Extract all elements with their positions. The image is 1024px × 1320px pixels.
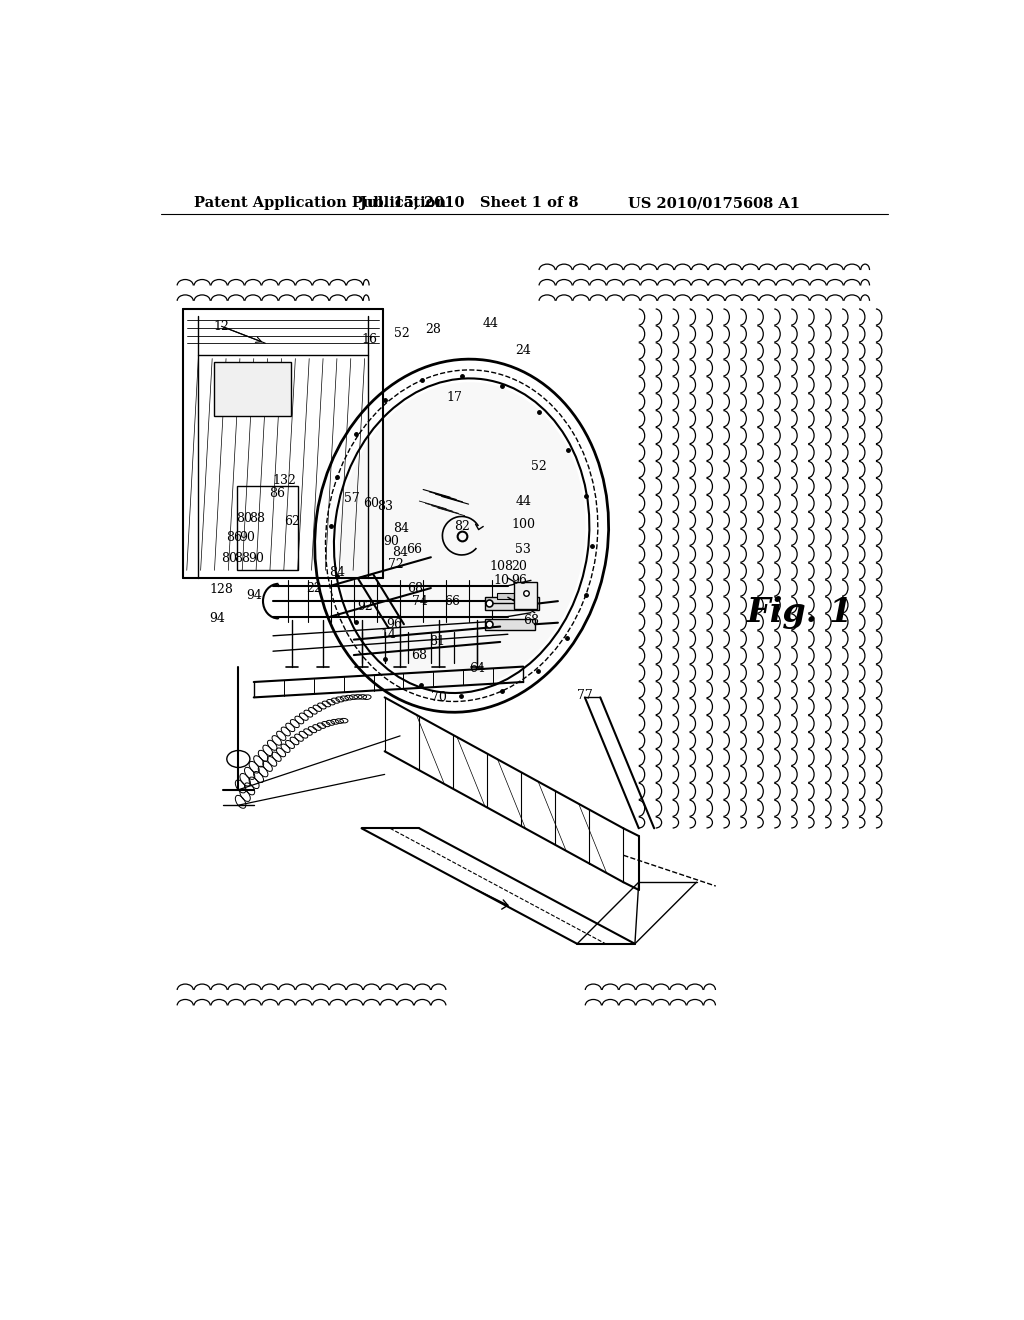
Text: 10: 10 — [494, 574, 510, 587]
Text: 90: 90 — [248, 552, 264, 565]
Text: 44: 44 — [515, 495, 531, 508]
Text: 66: 66 — [444, 594, 461, 607]
Text: 68: 68 — [412, 648, 427, 661]
Text: 100: 100 — [511, 517, 536, 531]
Text: 16: 16 — [361, 333, 377, 346]
Text: 52: 52 — [393, 327, 410, 341]
Text: 81: 81 — [429, 635, 445, 648]
Text: 72: 72 — [388, 558, 404, 572]
Text: Jul. 15, 2010   Sheet 1 of 8: Jul. 15, 2010 Sheet 1 of 8 — [360, 197, 579, 210]
Text: 132: 132 — [272, 474, 297, 487]
Text: 83: 83 — [377, 500, 392, 513]
Text: 62: 62 — [285, 515, 300, 528]
Text: 70: 70 — [431, 690, 446, 704]
Text: 88: 88 — [234, 552, 250, 565]
Text: 80: 80 — [237, 512, 253, 525]
Text: 74: 74 — [412, 594, 428, 607]
Text: 94: 94 — [246, 589, 262, 602]
Text: 84: 84 — [329, 566, 345, 579]
Text: 90: 90 — [383, 536, 398, 548]
Bar — [484, 619, 535, 630]
Text: 92: 92 — [357, 601, 374, 612]
Bar — [514, 582, 538, 609]
Text: Fig. 1: Fig. 1 — [746, 597, 853, 630]
Text: 88: 88 — [250, 512, 265, 525]
Text: 20: 20 — [511, 560, 527, 573]
Text: 66: 66 — [406, 543, 422, 556]
Text: 53: 53 — [515, 543, 531, 556]
Text: 60: 60 — [362, 496, 379, 510]
Text: 28: 28 — [425, 323, 441, 335]
Text: 82: 82 — [454, 520, 470, 533]
Text: 90: 90 — [240, 531, 256, 544]
Text: 12: 12 — [213, 319, 229, 333]
Text: 80: 80 — [221, 552, 238, 565]
Text: 84: 84 — [393, 521, 410, 535]
Text: 52: 52 — [530, 459, 547, 473]
Bar — [497, 593, 528, 599]
Text: 96: 96 — [511, 574, 527, 587]
Text: 94: 94 — [209, 612, 224, 626]
Text: 68: 68 — [523, 614, 539, 627]
Bar — [214, 363, 291, 416]
Text: 86: 86 — [269, 487, 285, 500]
Text: 68: 68 — [408, 582, 424, 594]
Text: 22: 22 — [306, 582, 322, 594]
Text: 86: 86 — [226, 531, 243, 544]
Text: 108: 108 — [489, 560, 514, 573]
Ellipse shape — [338, 383, 586, 689]
Text: 96: 96 — [386, 618, 401, 631]
Text: 57: 57 — [344, 492, 360, 506]
Text: Patent Application Publication: Patent Application Publication — [194, 197, 445, 210]
Text: 44: 44 — [483, 317, 499, 330]
Text: 24: 24 — [515, 345, 531, 358]
Text: 128: 128 — [210, 583, 233, 597]
Text: 14: 14 — [381, 628, 396, 640]
Text: US 2010/0175608 A1: US 2010/0175608 A1 — [629, 197, 801, 210]
Text: 77: 77 — [577, 689, 593, 702]
Bar — [484, 597, 539, 610]
Bar — [237, 486, 298, 570]
Text: 17: 17 — [446, 391, 462, 404]
Text: 84: 84 — [392, 546, 408, 560]
Text: 64: 64 — [469, 661, 485, 675]
